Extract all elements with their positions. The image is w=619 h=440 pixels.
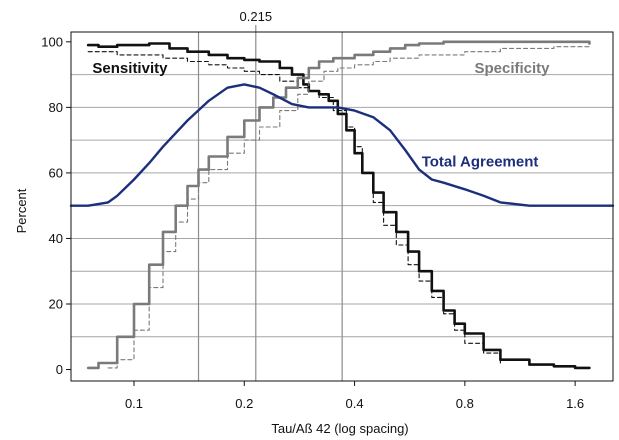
series-label-sensitivity: Sensitivity (92, 60, 168, 77)
series-line-sensitivity-lower (87, 51, 501, 364)
y-tick-label: 60 (49, 165, 63, 180)
x-axis-ticks: 0.1 0.2 0.4 0.8 1.6 (125, 381, 584, 411)
series-label-specificity: Specificity (474, 60, 550, 77)
vertical-reference-lines (197, 25, 343, 381)
series-line-specificity-lower (107, 46, 590, 369)
y-tick-label: 40 (49, 231, 63, 246)
y-tick-label: 80 (49, 100, 63, 115)
series-line-total-agreement (69, 83, 615, 207)
series-labels: Sensitivity Specificity Total Agreement (92, 60, 550, 170)
x-tick-label: 0.4 (346, 396, 364, 411)
y-tick-label: 100 (41, 34, 63, 49)
plot-frame (70, 31, 614, 382)
series-lines (69, 40, 615, 370)
x-tick-label: 1.6 (566, 396, 584, 411)
x-tick-label: 0.8 (456, 396, 474, 411)
series-label-total-agreement: Total Agreement (422, 153, 539, 170)
x-tick-label: 0.2 (235, 396, 253, 411)
top-annotation-label: 0.215 (240, 9, 273, 24)
x-axis-title: Tau/Aß 42 (log spacing) (271, 421, 408, 436)
y-tick-label: 0 (56, 362, 63, 377)
y-axis-title: Percent (14, 188, 29, 233)
y-axis-ticks: 0 20 40 60 80 100 (41, 34, 71, 377)
x-tick-label: 0.1 (125, 396, 143, 411)
y-tick-label: 20 (49, 296, 63, 311)
